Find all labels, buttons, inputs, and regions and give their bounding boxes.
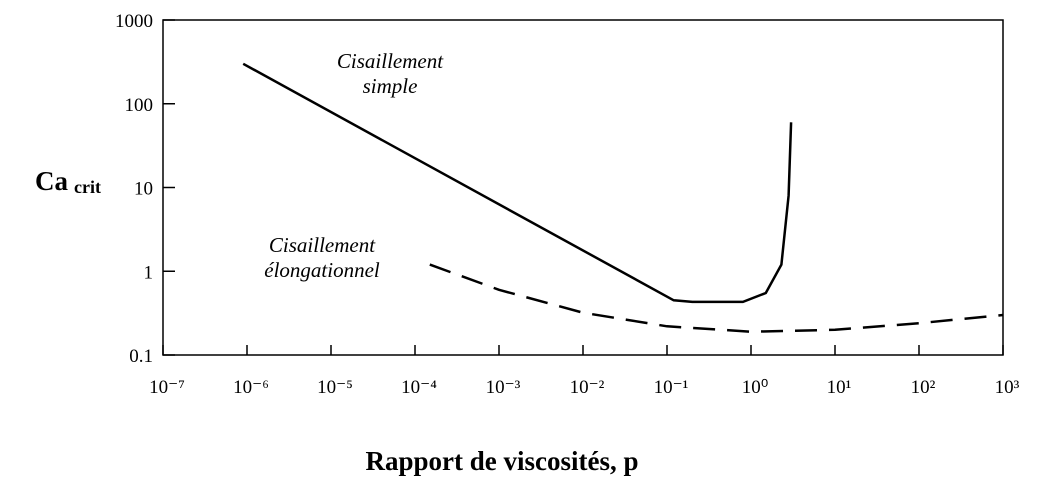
series-line: [429, 263, 1004, 333]
x-tick-label: 10²: [911, 377, 936, 398]
y-tick-label: 1: [144, 262, 154, 283]
series-label: élongationnel: [264, 258, 380, 282]
x-tick-label: 10⁰: [742, 377, 769, 398]
series-label: Cisaillement: [269, 233, 376, 257]
x-tick-label: 10⁻⁵: [317, 377, 353, 398]
series-label: Cisaillement: [337, 49, 444, 73]
x-tick-label: 10⁻³: [486, 377, 521, 398]
x-tick-label: 10¹: [827, 377, 852, 398]
y-tick-label: 0.1: [129, 346, 153, 367]
plot-frame: [162, 19, 1004, 356]
x-tick-label: 10⁻⁴: [401, 377, 437, 398]
y-axis-label-sub: crit: [74, 177, 101, 197]
y-axis-label: Ca crit: [35, 166, 101, 197]
y-tick-label: 100: [125, 95, 154, 116]
y-tick-label: 1000: [115, 11, 153, 32]
x-tick-label: 10³: [995, 377, 1020, 398]
x-tick-label: 10⁻¹: [654, 377, 689, 398]
x-tick-label: 10⁻⁷: [149, 377, 185, 398]
series-label: simple: [363, 74, 418, 98]
x-axis-label: Rapport de viscosités, p: [365, 446, 638, 476]
x-tick-label: 10⁻²: [570, 377, 605, 398]
x-tick-label: 10⁻⁶: [233, 377, 269, 398]
y-tick-label: 10: [134, 179, 153, 200]
y-axis-label-main: Ca: [35, 166, 68, 196]
series-line: [242, 62, 793, 304]
